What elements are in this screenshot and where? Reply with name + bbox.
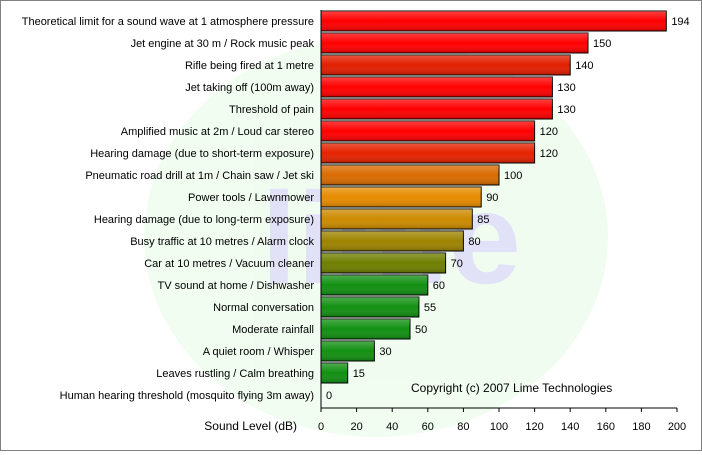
bar-shading [321,209,473,229]
category-label: Amplified music at 2m / Loud car stereo [121,126,314,138]
x-tick-label: 200 [668,421,686,433]
category-label: Threshold of pain [229,104,314,116]
value-label: 80 [468,236,480,248]
bar-shading [321,297,419,317]
x-ticks: 0 20 40 60 80 100 120 140 160 180 200 [318,408,686,433]
category-label: Pneumatic road drill at 1m / Chain saw /… [85,170,314,182]
value-label: 15 [353,368,365,380]
category-label: Rifle being fired at 1 metre [185,60,314,72]
bar-shading [321,165,499,185]
x-tick-label: 20 [350,421,362,433]
category-label: A quiet room / Whisper [203,346,315,358]
value-label: 0 [326,390,332,402]
category-label: Hearing damage (due to short-term exposu… [90,148,314,160]
bar-shading [321,99,553,119]
x-tick-label: 60 [422,421,434,433]
bars [320,10,667,384]
value-label: 150 [593,38,611,50]
bar-shading [321,11,667,31]
category-label: Busy traffic at 10 metres / Alarm clock [130,236,314,248]
bar-shading [321,253,446,273]
x-tick-label: 120 [525,421,543,433]
value-label: 60 [433,280,445,292]
bar-shading [321,231,464,251]
bar-shading [321,341,375,361]
x-tick-label: 180 [632,421,650,433]
value-label: 50 [415,324,427,336]
x-tick-label: 140 [561,421,579,433]
bar-shading [321,319,410,339]
category-label: Human hearing threshold (mosquito flying… [60,390,314,402]
bar-shading [321,363,348,383]
category-label: Moderate rainfall [232,324,314,336]
bar-shading [321,33,588,53]
category-label: Hearing damage (due to long-term exposur… [94,214,314,226]
bar-shading [321,275,428,295]
value-labels: 1941501401301301201201009085807060555030… [326,16,690,402]
category-label: TV sound at home / Dishwasher [157,280,314,292]
category-label: Jet engine at 30 m / Rock music peak [131,38,315,50]
bar-shading [321,55,571,75]
x-tick-label: 160 [597,421,615,433]
category-label: Theoretical limit for a sound wave at 1 … [22,16,314,28]
bar-shading [321,77,553,97]
bar-shading [321,121,535,141]
x-tick-label: 100 [490,421,508,433]
value-label: 70 [451,258,463,270]
bar-shading [321,143,535,163]
value-label: 55 [424,302,436,314]
category-label: Power tools / Lawnmower [188,192,314,204]
value-label: 140 [575,60,593,72]
category-label: Leaves rustling / Calm breathing [156,368,314,380]
x-tick-label: 80 [457,421,469,433]
value-label: 120 [540,148,558,160]
value-label: 30 [379,346,391,358]
value-label: 85 [477,214,489,226]
value-label: 194 [671,16,689,28]
x-tick-label: 40 [386,421,398,433]
value-label: 130 [557,82,575,94]
x-axis-label: Sound Level (dB) [204,419,297,433]
category-label: Jet taking off (100m away) [185,82,314,94]
copyright-annotation: Copyright (c) 2007 Lime Technologies [411,381,612,395]
x-tick-label: 0 [318,421,324,433]
value-label: 130 [557,104,575,116]
value-label: 100 [504,170,522,182]
category-label: Car at 10 metres / Vacuum cleaner [144,258,314,270]
value-label: 120 [540,126,558,138]
value-label: 90 [486,192,498,204]
category-labels: Theoretical limit for a sound wave at 1 … [22,16,315,402]
bar-shading [321,187,482,207]
category-label: Normal conversation [213,302,314,314]
